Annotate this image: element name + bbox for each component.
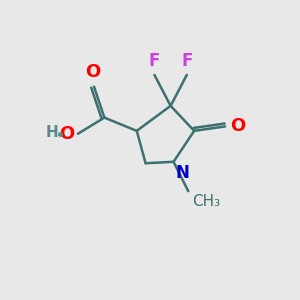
Text: O: O	[59, 125, 74, 143]
Text: H: H	[46, 125, 59, 140]
Text: O: O	[230, 117, 246, 135]
Text: CH₃: CH₃	[192, 194, 220, 209]
Text: F: F	[181, 52, 193, 70]
Text: N: N	[176, 164, 190, 182]
Text: F: F	[149, 52, 160, 70]
Text: O: O	[85, 63, 100, 81]
